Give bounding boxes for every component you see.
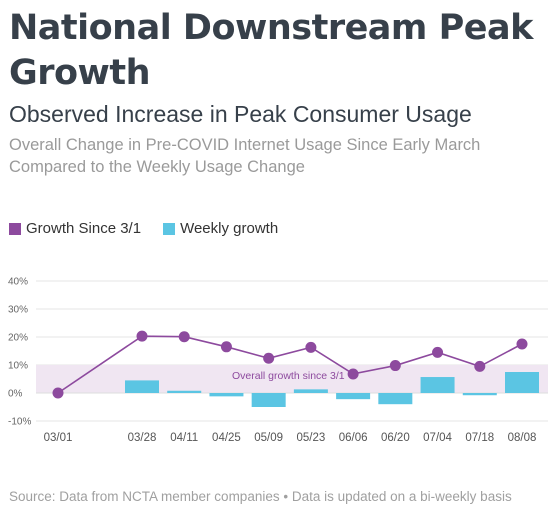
growth-point xyxy=(178,331,190,343)
chart-legend: Growth Since 3/1 Weekly growth xyxy=(9,220,300,237)
weekly-growth-bar xyxy=(462,393,497,396)
weekly-growth-bar xyxy=(293,389,328,393)
weekly-growth-bar xyxy=(505,372,539,393)
y-tick-label: 30% xyxy=(8,305,28,316)
x-tick-label: 07/18 xyxy=(465,432,494,444)
page-description: Overall Change in Pre-COVID Internet Usa… xyxy=(9,136,481,176)
growth-point xyxy=(136,330,148,342)
weekly-growth-bar xyxy=(420,377,455,393)
legend-label-bar: Weekly growth xyxy=(180,220,279,237)
y-tick-label: 40% xyxy=(8,277,28,288)
header: National Downstream Peak Growth Observed… xyxy=(9,6,554,178)
growth-point xyxy=(516,338,528,350)
legend-swatch-bar xyxy=(163,222,176,235)
page-subtitle: Observed Increase in Peak Consumer Usage xyxy=(9,101,472,127)
growth-chart: -10% 0% 10% 20% 30% 40% Overall growth since 3… xyxy=(8,277,548,444)
y-tick-label: 20% xyxy=(8,333,28,344)
y-tick-label: 0% xyxy=(8,389,23,400)
x-tick-label: 07/04 xyxy=(423,432,452,444)
growth-point xyxy=(305,341,317,353)
weekly-growth-bar xyxy=(167,390,202,393)
x-tick-label: 03/01 xyxy=(44,432,73,444)
weekly-growth-bar xyxy=(125,380,159,393)
legend-item-line[interactable]: Growth Since 3/1 xyxy=(9,220,141,237)
x-tick-label: 04/25 xyxy=(212,432,241,444)
x-tick-label: 06/06 xyxy=(339,432,368,444)
growth-point xyxy=(389,360,401,372)
source-note: Source: Data from NCTA member companies … xyxy=(9,489,512,504)
x-tick-label: 04/11 xyxy=(170,432,198,444)
weekly-growth-bar xyxy=(251,393,286,407)
growth-point xyxy=(220,341,232,353)
legend-item-bar[interactable]: Weekly growth xyxy=(163,220,278,237)
x-tick-label: 05/09 xyxy=(254,432,283,444)
weekly-growth-bar xyxy=(336,393,371,400)
y-tick-label: 10% xyxy=(8,361,28,372)
legend-swatch-line xyxy=(9,222,21,235)
x-tick-label: 06/20 xyxy=(381,432,410,444)
y-tick-label: -10% xyxy=(8,417,31,428)
weekly-growth-bar xyxy=(209,393,244,397)
page-title: National Downstream Peak Growth xyxy=(9,8,533,93)
x-tick-label: 08/08 xyxy=(508,432,537,444)
growth-point xyxy=(263,352,275,364)
growth-point xyxy=(432,346,444,358)
growth-band xyxy=(36,365,548,393)
growth-point xyxy=(347,368,359,380)
weekly-growth-bar xyxy=(378,393,413,405)
growth-point xyxy=(52,387,64,399)
growth-point xyxy=(474,360,486,372)
x-tick-label: 05/23 xyxy=(296,432,325,444)
x-tick-label: 03/28 xyxy=(128,432,157,444)
band-label: Overall growth since 3/1 xyxy=(232,370,345,382)
legend-label-line: Growth Since 3/1 xyxy=(26,220,142,237)
